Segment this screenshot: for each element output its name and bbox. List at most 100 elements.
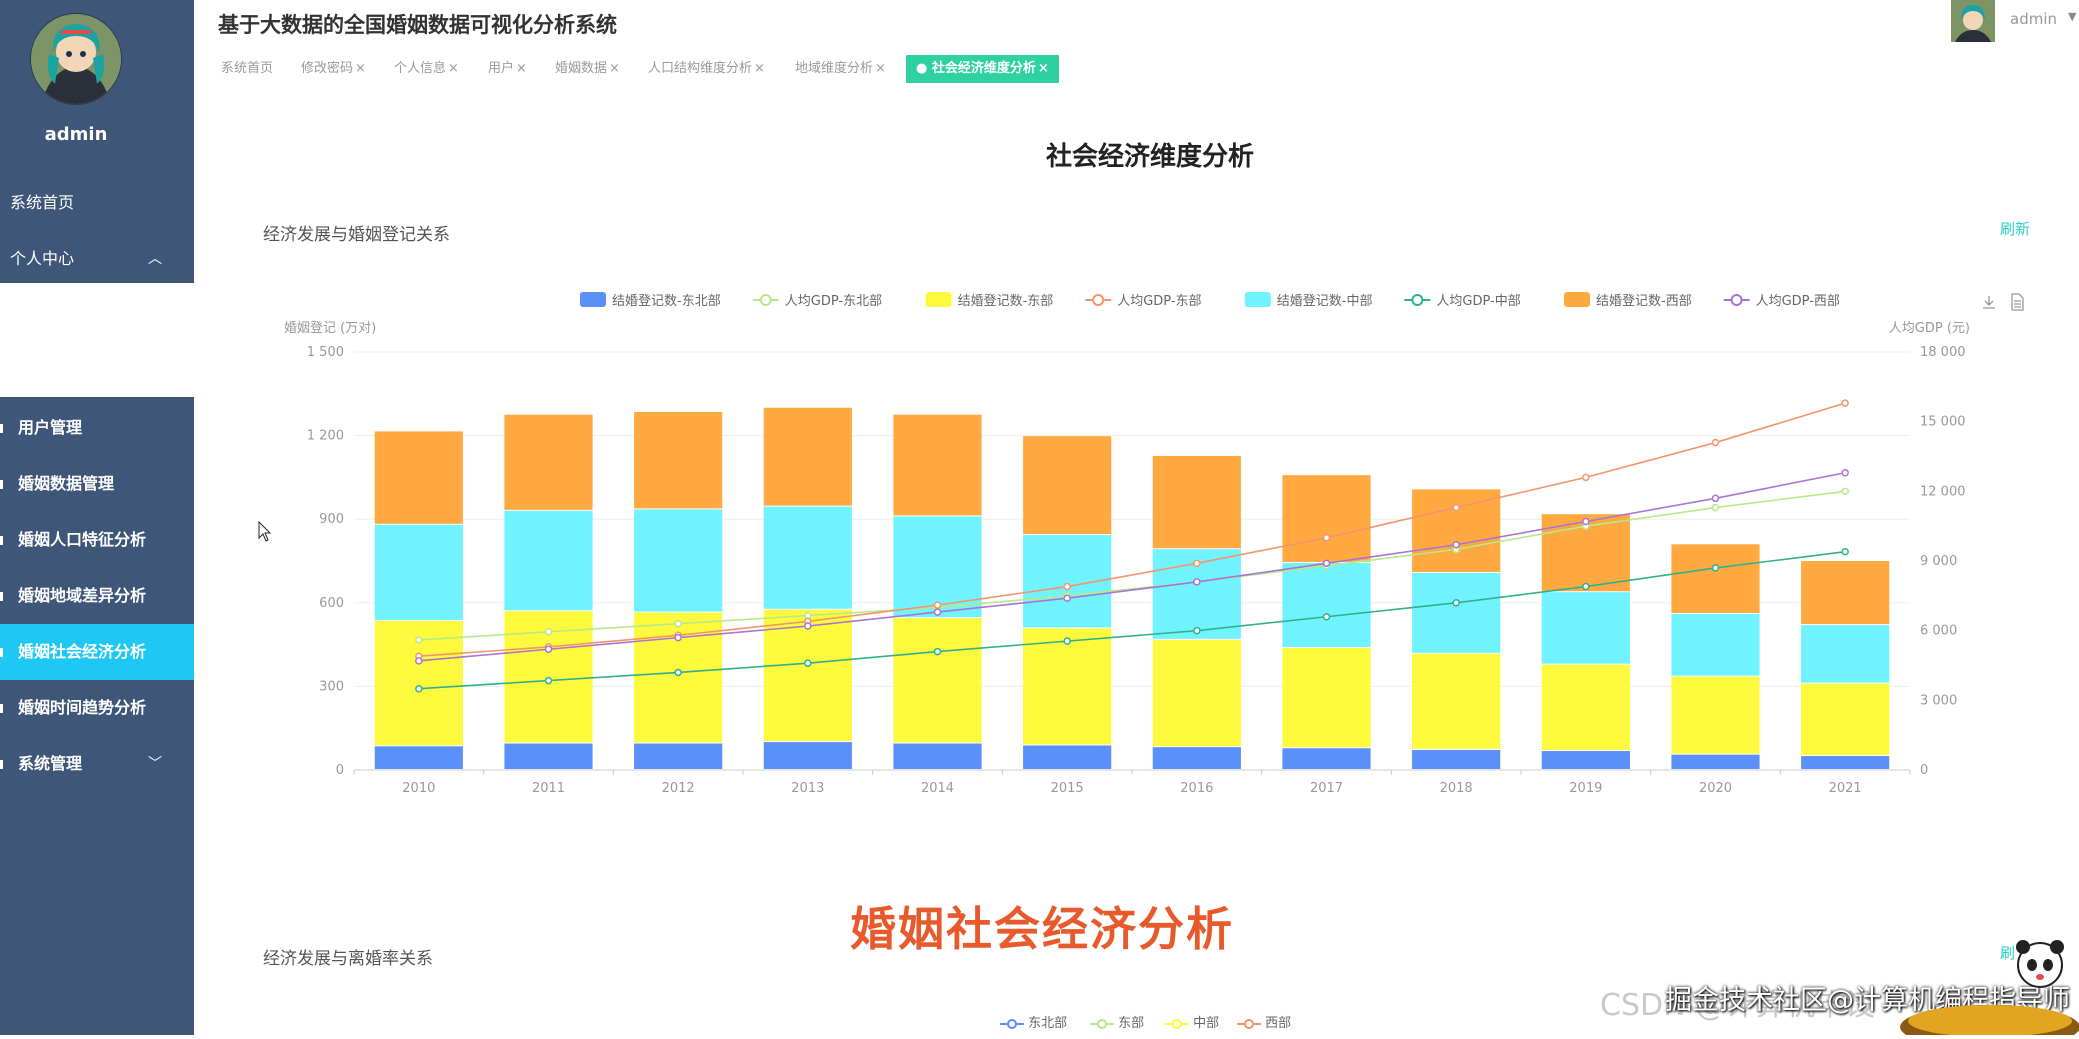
user-avatar bbox=[1951, 0, 1995, 42]
legend-marker bbox=[759, 294, 772, 306]
legend-item[interactable]: 东部 bbox=[1090, 1012, 1144, 1031]
x-tick-label: 2015 bbox=[1051, 781, 1084, 796]
x-tick-label: 2017 bbox=[1310, 781, 1343, 796]
legend-item[interactable]: 结婚登记数-西部 bbox=[1564, 292, 1692, 309]
legend-item[interactable]: 中部 bbox=[1165, 1012, 1219, 1031]
legend-swatch bbox=[925, 292, 952, 307]
legend-item[interactable]: 人均GDP-西部 bbox=[1723, 294, 1840, 309]
user-menu[interactable]: admin ▼ bbox=[1951, 0, 2079, 42]
sidebar-item-time-trend-analysis[interactable]: 婚姻时间趋势分析 bbox=[0, 680, 194, 736]
menu-marker-icon bbox=[0, 648, 3, 657]
bar bbox=[763, 506, 852, 609]
tab-personal-info[interactable]: 个人信息 × bbox=[394, 55, 459, 83]
legend-item[interactable]: 人均GDP-东部 bbox=[1085, 294, 1202, 309]
close-icon[interactable]: × bbox=[516, 61, 527, 76]
tab-socioeconomic[interactable]: ● 社会经济维度分析 × bbox=[906, 55, 1059, 83]
line-point bbox=[1452, 599, 1460, 607]
close-icon[interactable]: × bbox=[754, 61, 765, 76]
tab-marriage-data[interactable]: 婚姻数据 × bbox=[555, 55, 620, 83]
x-tick-label: 2019 bbox=[1569, 781, 1602, 796]
y-tick-label-left: 0 bbox=[336, 763, 344, 778]
bar bbox=[1282, 475, 1371, 562]
menu-marker-icon bbox=[0, 592, 3, 601]
tab-population-structure[interactable]: 人口结构维度分析 × bbox=[648, 55, 765, 83]
legend-item[interactable]: 人均GDP-中部 bbox=[1404, 294, 1521, 309]
legend-swatch bbox=[580, 292, 606, 307]
close-icon[interactable]: × bbox=[355, 61, 366, 76]
bar bbox=[1152, 455, 1241, 549]
overlay-caption: 婚姻社会经济分析 bbox=[850, 902, 1234, 956]
x-tick-label: 2018 bbox=[1440, 781, 1473, 796]
line-point bbox=[1841, 399, 1849, 407]
legend-marker bbox=[1092, 294, 1105, 306]
tab-users[interactable]: 用户 × bbox=[488, 55, 527, 83]
legend-swatch bbox=[1244, 292, 1271, 307]
panel-title-marriage-economy: 经济发展与婚姻登记关系 bbox=[263, 225, 450, 245]
line-point bbox=[1322, 559, 1331, 568]
close-icon[interactable]: × bbox=[448, 61, 459, 76]
panel-title-divorce-economy: 经济发展与离婚率关系 bbox=[263, 949, 433, 969]
sidebar-item-socioeconomic-analysis[interactable]: 婚姻社会经济分析 bbox=[0, 624, 194, 680]
user-name: admin bbox=[2010, 10, 2057, 28]
bar bbox=[1671, 676, 1760, 754]
legend-item[interactable]: 结婚登记数-东北部 bbox=[580, 292, 721, 309]
line-point bbox=[1193, 578, 1201, 586]
legend-item[interactable]: 人均GDP-东北部 bbox=[752, 294, 882, 309]
line-point bbox=[1582, 517, 1590, 526]
close-icon[interactable]: × bbox=[609, 61, 620, 76]
line-point bbox=[544, 628, 553, 636]
sidebar: admin 系统首页 个人中心 ︿ 用户管理 婚姻数据管理 婚姻人口特征分析 婚… bbox=[0, 0, 194, 1035]
bar bbox=[1152, 639, 1241, 747]
sidebar-item-population-analysis[interactable]: 婚姻人口特征分析 bbox=[0, 512, 194, 568]
sidebar-item-user-management[interactable]: 用户管理 bbox=[0, 400, 194, 456]
refresh-button[interactable]: 刷新 bbox=[2000, 220, 2031, 238]
legend-label: 结婚登记数-东部 bbox=[958, 294, 1054, 309]
close-icon[interactable]: × bbox=[875, 61, 886, 76]
sidebar-item-home[interactable]: 系统首页 bbox=[0, 175, 194, 231]
legend-item[interactable]: 结婚登记数-东部 bbox=[925, 292, 1054, 309]
bar bbox=[1282, 748, 1371, 769]
close-icon[interactable]: × bbox=[1037, 61, 1049, 76]
tab-home[interactable]: 系统首页 bbox=[221, 55, 273, 83]
refresh-button-2[interactable]: 刷 bbox=[2000, 944, 2016, 962]
tab-label: 用户 bbox=[488, 61, 515, 76]
bar bbox=[763, 407, 852, 506]
series-line bbox=[418, 550, 1846, 690]
line-point bbox=[1582, 473, 1590, 482]
y-tick-label-left: 1 500 bbox=[307, 345, 344, 360]
bar bbox=[1023, 436, 1112, 535]
line-point bbox=[415, 684, 423, 693]
sidebar-item-system-management[interactable]: 系统管理 ﹀ bbox=[0, 736, 194, 792]
legend-label: 中部 bbox=[1193, 1016, 1220, 1031]
sidebar-item-label: 婚姻地域差异分析 bbox=[18, 586, 147, 605]
marriage-economy-chart: 结婚登记数-东北部 人均GDP-东北部 结婚登记数-东部 人均GDP-东部 结婚登记数-… bbox=[270, 280, 2050, 820]
tab-regional[interactable]: 地域维度分析 × bbox=[795, 55, 886, 83]
sidebar-item-personal-center[interactable]: 个人中心 ︿ bbox=[0, 231, 194, 287]
line-point bbox=[1711, 564, 1720, 572]
legend-label: 结婚登记数-中部 bbox=[1277, 294, 1373, 309]
tab-label: 婚姻数据 bbox=[555, 61, 608, 76]
line-point bbox=[415, 636, 423, 644]
tab-label: 修改密码 bbox=[301, 61, 354, 76]
series-line bbox=[418, 402, 1846, 658]
bar bbox=[1671, 613, 1760, 676]
legend-item[interactable]: 西部 bbox=[1237, 1012, 1291, 1031]
tab-change-password[interactable]: 修改密码 × bbox=[301, 55, 366, 83]
legend-item[interactable]: 东北部 bbox=[1000, 1012, 1067, 1031]
data-view-icon[interactable] bbox=[2009, 293, 2025, 315]
bar bbox=[1671, 754, 1760, 769]
menu-marker-icon bbox=[0, 480, 3, 489]
line-point bbox=[1193, 626, 1201, 635]
line-point bbox=[933, 601, 942, 609]
sidebar-item-regional-analysis[interactable]: 婚姻地域差异分析 bbox=[0, 568, 194, 624]
caret-down-icon: ▼ bbox=[2068, 10, 2077, 23]
bar bbox=[1801, 683, 1890, 756]
x-tick-label: 2021 bbox=[1829, 781, 1862, 796]
x-tick-label: 2016 bbox=[1180, 781, 1213, 796]
legend-item[interactable]: 结婚登记数-中部 bbox=[1244, 292, 1373, 309]
series-line bbox=[418, 490, 1846, 641]
download-icon[interactable] bbox=[1981, 294, 1997, 314]
legend-marker bbox=[1411, 294, 1424, 306]
page-heading: 社会经济维度分析 bbox=[1045, 142, 1254, 172]
sidebar-item-marriage-data-management[interactable]: 婚姻数据管理 bbox=[0, 456, 194, 512]
